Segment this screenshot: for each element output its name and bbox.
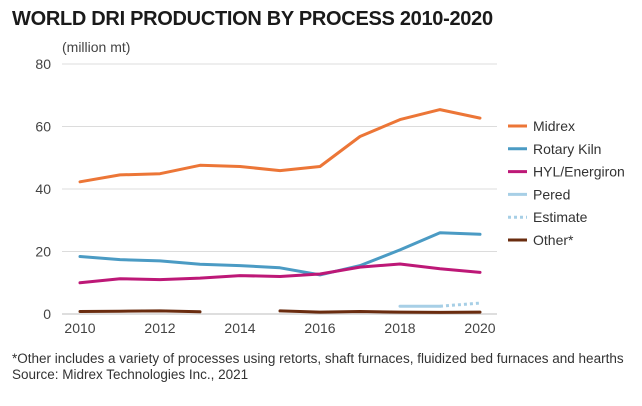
y-tick-label: 40 xyxy=(35,181,51,197)
x-tick-label: 2012 xyxy=(144,320,175,336)
y-axis-tick-labels: 0 20 40 60 80 xyxy=(35,56,51,322)
series-line-midrex xyxy=(78,108,482,184)
legend-label-midrex: Midrex xyxy=(533,118,575,134)
notes: *Other includes a variety of processes u… xyxy=(12,351,637,383)
series-line-other xyxy=(278,309,482,314)
legend: Midrex Rotary Kiln HYL/Energiron Pered Estim… xyxy=(508,118,625,248)
y-axis-unit-label: (million mt) xyxy=(62,39,130,55)
grid-lines xyxy=(62,63,497,315)
series-line-other xyxy=(78,309,202,314)
legend-label-rotary-kiln: Rotary Kiln xyxy=(533,141,601,157)
y-tick-label: 60 xyxy=(35,119,51,135)
legend-label-estimate: Estimate xyxy=(533,209,588,225)
x-tick-label: 2018 xyxy=(384,320,415,336)
series-line-estimate xyxy=(439,301,481,308)
y-tick-label: 80 xyxy=(35,56,51,72)
x-tick-label: 2014 xyxy=(224,320,255,336)
legend-label-hyl-energiron: HYL/Energiron xyxy=(533,164,625,180)
x-tick-label: 2020 xyxy=(464,320,495,336)
legend-label-pered: Pered xyxy=(533,186,570,202)
x-tick-label: 2010 xyxy=(64,320,95,336)
chart-title: WORLD DRI PRODUCTION BY PROCESS 2010-202… xyxy=(12,8,493,30)
legend-label-other: Other* xyxy=(533,232,574,248)
footnote: *Other includes a variety of processes u… xyxy=(12,351,624,366)
y-tick-label: 0 xyxy=(43,306,51,322)
x-axis-tick-labels: 2010 2012 2014 2016 2018 2020 xyxy=(64,320,495,336)
series-lines xyxy=(78,108,482,314)
series-line-hyl-energiron xyxy=(78,262,482,285)
source-note: Source: Midrex Technologies Inc., 2021 xyxy=(12,367,249,382)
y-tick-label: 20 xyxy=(35,244,51,260)
x-tick-label: 2016 xyxy=(304,320,335,336)
series-line-rotary-kiln xyxy=(78,231,482,277)
